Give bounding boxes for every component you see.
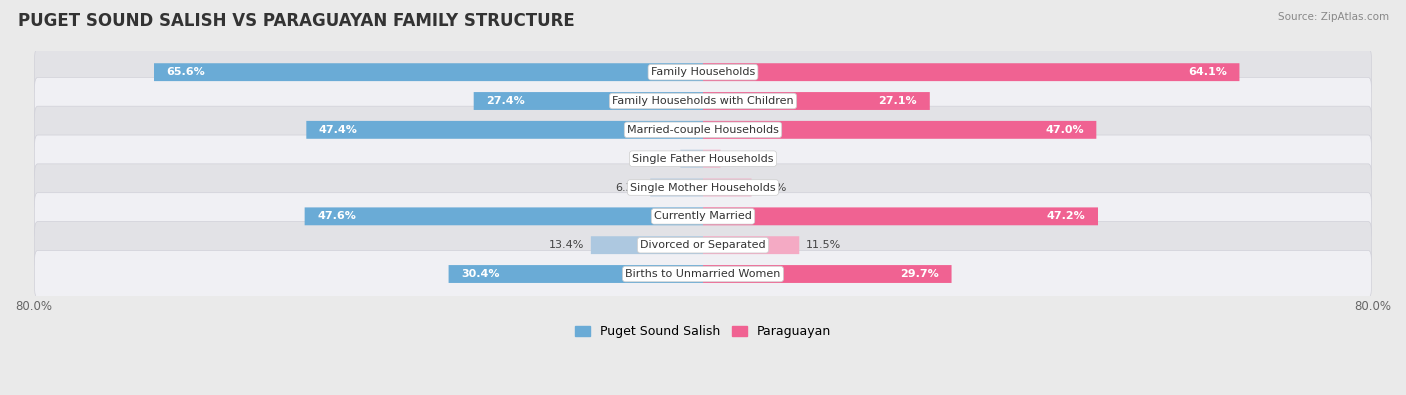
Text: 30.4%: 30.4%: [461, 269, 499, 279]
FancyBboxPatch shape: [703, 92, 929, 110]
Text: 5.8%: 5.8%: [758, 182, 786, 192]
FancyBboxPatch shape: [35, 164, 1371, 211]
FancyBboxPatch shape: [35, 135, 1371, 182]
FancyBboxPatch shape: [703, 207, 1098, 225]
FancyBboxPatch shape: [35, 193, 1371, 240]
Text: 47.6%: 47.6%: [318, 211, 356, 221]
FancyBboxPatch shape: [35, 77, 1371, 125]
FancyBboxPatch shape: [449, 265, 703, 283]
Text: 27.1%: 27.1%: [879, 96, 917, 106]
Text: Single Mother Households: Single Mother Households: [630, 182, 776, 192]
Text: 11.5%: 11.5%: [806, 240, 841, 250]
Text: Married-couple Households: Married-couple Households: [627, 125, 779, 135]
Text: 47.4%: 47.4%: [319, 125, 357, 135]
FancyBboxPatch shape: [591, 236, 703, 254]
Text: PUGET SOUND SALISH VS PARAGUAYAN FAMILY STRUCTURE: PUGET SOUND SALISH VS PARAGUAYAN FAMILY …: [18, 12, 575, 30]
FancyBboxPatch shape: [703, 179, 752, 196]
Text: 65.6%: 65.6%: [166, 67, 205, 77]
Legend: Puget Sound Salish, Paraguayan: Puget Sound Salish, Paraguayan: [569, 320, 837, 343]
Text: Family Households with Children: Family Households with Children: [612, 96, 794, 106]
FancyBboxPatch shape: [651, 179, 703, 196]
Text: 64.1%: 64.1%: [1188, 67, 1227, 77]
Text: 47.2%: 47.2%: [1046, 211, 1085, 221]
Text: 47.0%: 47.0%: [1045, 125, 1084, 135]
FancyBboxPatch shape: [307, 121, 703, 139]
Text: Family Households: Family Households: [651, 67, 755, 77]
Text: Single Father Households: Single Father Households: [633, 154, 773, 164]
FancyBboxPatch shape: [155, 63, 703, 81]
FancyBboxPatch shape: [703, 121, 1097, 139]
FancyBboxPatch shape: [474, 92, 703, 110]
Text: 29.7%: 29.7%: [900, 269, 939, 279]
FancyBboxPatch shape: [35, 222, 1371, 269]
Text: 6.3%: 6.3%: [616, 182, 644, 192]
FancyBboxPatch shape: [703, 236, 799, 254]
FancyBboxPatch shape: [703, 265, 952, 283]
FancyBboxPatch shape: [681, 150, 703, 167]
Text: Divorced or Separated: Divorced or Separated: [640, 240, 766, 250]
Text: 27.4%: 27.4%: [486, 96, 524, 106]
FancyBboxPatch shape: [305, 207, 703, 225]
Text: Currently Married: Currently Married: [654, 211, 752, 221]
Text: 2.7%: 2.7%: [645, 154, 673, 164]
Text: 13.4%: 13.4%: [548, 240, 583, 250]
Text: 2.1%: 2.1%: [727, 154, 755, 164]
FancyBboxPatch shape: [35, 106, 1371, 154]
FancyBboxPatch shape: [703, 63, 1240, 81]
FancyBboxPatch shape: [35, 49, 1371, 96]
Text: Births to Unmarried Women: Births to Unmarried Women: [626, 269, 780, 279]
FancyBboxPatch shape: [35, 250, 1371, 298]
Text: Source: ZipAtlas.com: Source: ZipAtlas.com: [1278, 12, 1389, 22]
FancyBboxPatch shape: [703, 150, 720, 167]
